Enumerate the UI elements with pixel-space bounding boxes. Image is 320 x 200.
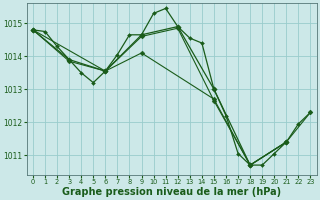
X-axis label: Graphe pression niveau de la mer (hPa): Graphe pression niveau de la mer (hPa) [62, 187, 281, 197]
